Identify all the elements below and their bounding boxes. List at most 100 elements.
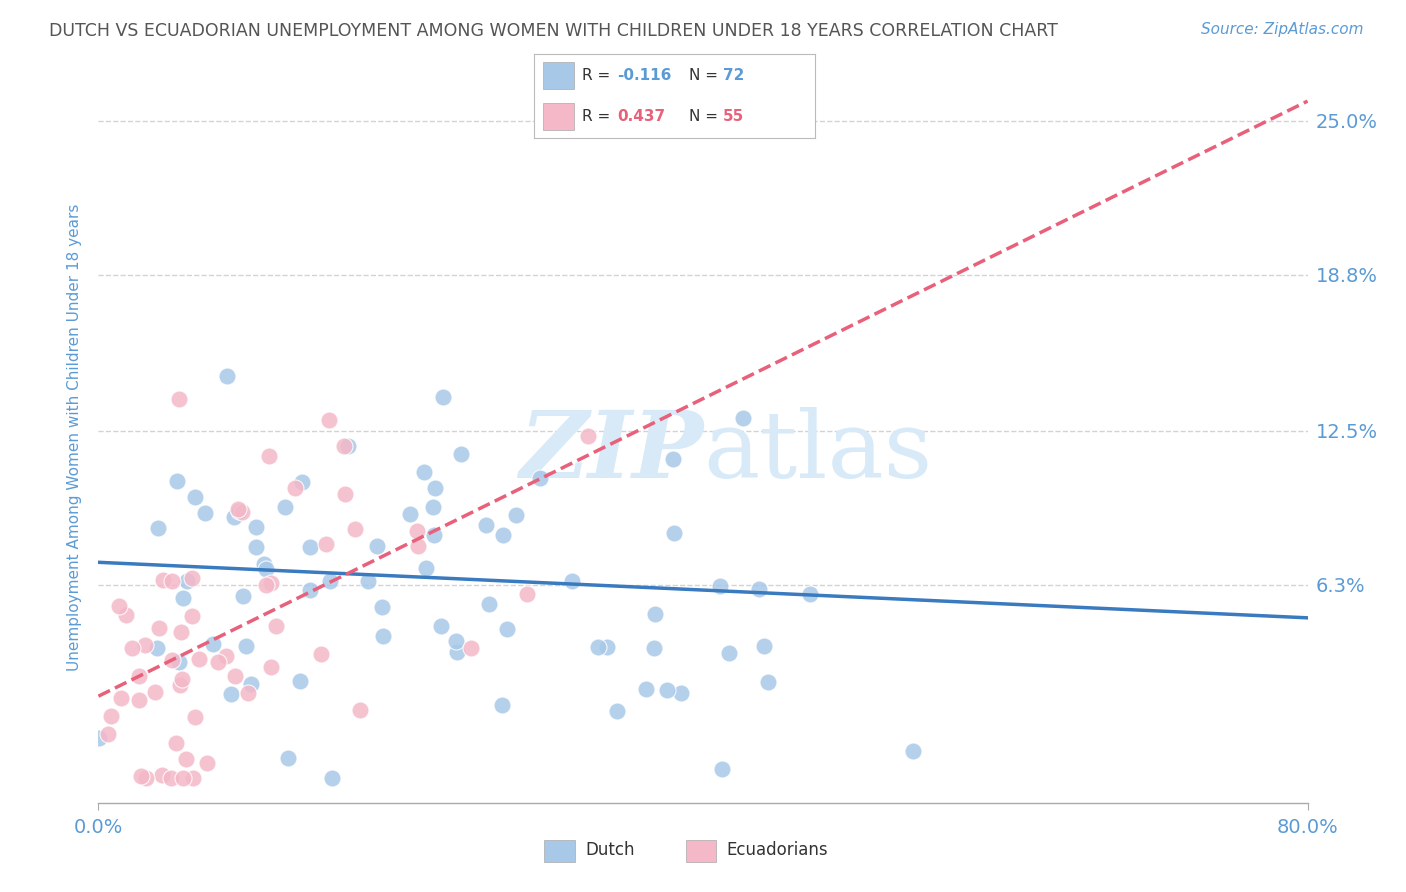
- Point: [432, 390, 454, 404]
- Point: [415, 561, 437, 575]
- Point: [222, 509, 245, 524]
- Point: [245, 520, 267, 534]
- Y-axis label: Unemployment Among Women with Children Under 18 years: Unemployment Among Women with Children U…: [67, 203, 83, 671]
- Text: Ecuadorians: Ecuadorians: [727, 840, 828, 859]
- Point: [366, 539, 388, 553]
- Point: [97, 727, 120, 741]
- Point: [277, 751, 299, 765]
- Point: [799, 587, 821, 601]
- Point: [298, 583, 321, 598]
- Text: 72: 72: [723, 68, 744, 83]
- Point: [228, 503, 250, 517]
- Point: [505, 508, 527, 523]
- Point: [492, 528, 515, 542]
- Point: [709, 579, 731, 593]
- Point: [174, 752, 197, 766]
- Point: [586, 640, 609, 654]
- Point: [167, 392, 190, 406]
- FancyBboxPatch shape: [543, 62, 574, 89]
- Point: [606, 704, 628, 718]
- FancyBboxPatch shape: [686, 839, 717, 862]
- Point: [733, 411, 755, 425]
- Point: [430, 618, 453, 632]
- Point: [284, 481, 307, 495]
- Point: [669, 686, 692, 700]
- Point: [516, 587, 538, 601]
- Point: [239, 676, 262, 690]
- Text: -0.116: -0.116: [617, 68, 672, 83]
- Point: [903, 744, 925, 758]
- Text: ZIP: ZIP: [519, 407, 703, 497]
- Point: [148, 521, 170, 535]
- Point: [636, 681, 658, 696]
- Point: [183, 490, 205, 504]
- Text: atlas: atlas: [703, 407, 932, 497]
- Point: [169, 624, 191, 639]
- Point: [128, 692, 150, 706]
- Point: [491, 698, 513, 713]
- Point: [444, 634, 467, 648]
- Text: Source: ZipAtlas.com: Source: ZipAtlas.com: [1201, 22, 1364, 37]
- Point: [187, 651, 209, 665]
- Point: [321, 771, 343, 785]
- Point: [657, 683, 679, 698]
- Point: [576, 429, 599, 443]
- Point: [260, 576, 283, 591]
- Point: [238, 686, 260, 700]
- Point: [318, 413, 340, 427]
- Point: [235, 639, 257, 653]
- Point: [662, 452, 685, 467]
- Point: [371, 629, 394, 643]
- Point: [596, 640, 619, 654]
- Point: [128, 669, 150, 683]
- Point: [288, 673, 311, 688]
- Point: [643, 640, 665, 655]
- Point: [169, 678, 191, 692]
- Point: [561, 574, 583, 588]
- Point: [644, 607, 666, 621]
- FancyBboxPatch shape: [543, 103, 574, 130]
- Point: [148, 621, 170, 635]
- Point: [460, 640, 482, 655]
- Point: [172, 591, 194, 605]
- Point: [756, 675, 779, 690]
- Point: [146, 641, 169, 656]
- Point: [181, 609, 204, 624]
- Point: [108, 599, 131, 613]
- Point: [333, 439, 356, 453]
- Point: [143, 684, 166, 698]
- Text: DUTCH VS ECUADORIAN UNEMPLOYMENT AMONG WOMEN WITH CHILDREN UNDER 18 YEARS CORREL: DUTCH VS ECUADORIAN UNEMPLOYMENT AMONG W…: [49, 22, 1059, 40]
- Point: [160, 771, 183, 785]
- Point: [170, 672, 193, 686]
- Point: [121, 640, 143, 655]
- Point: [319, 574, 342, 588]
- Point: [152, 574, 174, 588]
- Point: [160, 653, 183, 667]
- Point: [495, 622, 517, 636]
- Text: N =: N =: [689, 109, 723, 124]
- Point: [245, 540, 267, 554]
- Point: [260, 660, 283, 674]
- Point: [754, 639, 776, 653]
- Text: 0.437: 0.437: [617, 109, 665, 124]
- Point: [254, 562, 277, 576]
- Point: [207, 655, 229, 669]
- Point: [254, 577, 277, 591]
- Point: [176, 574, 198, 588]
- Point: [181, 771, 204, 785]
- Point: [110, 690, 132, 705]
- Point: [446, 644, 468, 658]
- Point: [194, 506, 217, 520]
- Point: [423, 481, 446, 495]
- Point: [134, 638, 156, 652]
- Point: [450, 447, 472, 461]
- Point: [219, 687, 242, 701]
- Point: [115, 608, 138, 623]
- Point: [349, 703, 371, 717]
- Point: [333, 487, 356, 501]
- Point: [167, 655, 190, 669]
- Point: [129, 769, 152, 783]
- Point: [231, 505, 253, 519]
- Point: [135, 771, 157, 785]
- Point: [309, 647, 332, 661]
